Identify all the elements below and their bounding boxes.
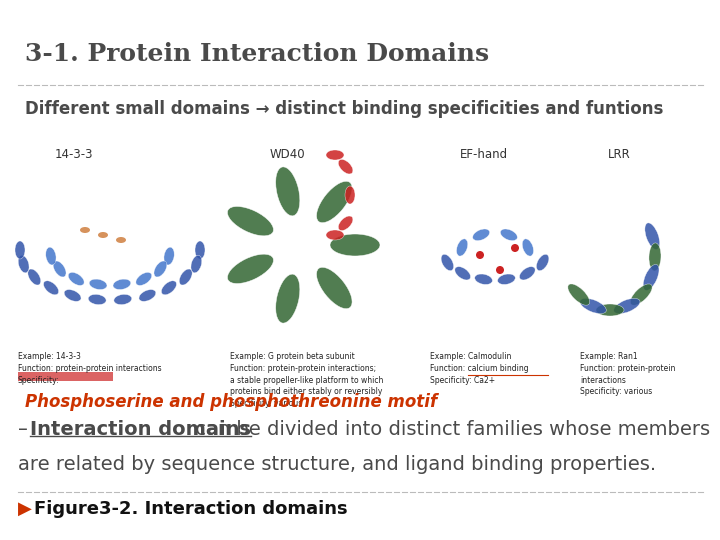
Ellipse shape [474,274,492,285]
Ellipse shape [498,274,516,285]
Text: Figure3-2. Interaction domains: Figure3-2. Interaction domains [34,500,348,518]
Ellipse shape [441,254,454,271]
Ellipse shape [631,284,652,305]
Ellipse shape [116,237,126,243]
Ellipse shape [164,247,174,265]
Ellipse shape [456,239,468,256]
Text: EF-hand: EF-hand [460,148,508,161]
Ellipse shape [113,279,131,289]
Ellipse shape [114,294,132,305]
Ellipse shape [326,150,344,160]
Ellipse shape [228,254,274,284]
Ellipse shape [139,289,156,301]
Text: Interaction domains: Interaction domains [30,420,251,439]
Bar [10,128,710,383]
Ellipse shape [53,261,66,277]
Text: 14-3-3: 14-3-3 [55,148,94,161]
Ellipse shape [64,289,81,301]
Text: LRR: LRR [608,148,631,161]
Text: Example: Ran1
Function: protein-protein
interactions
Specificity: various: Example: Ran1 Function: protein-protein … [580,352,675,396]
Ellipse shape [455,267,471,280]
Ellipse shape [613,298,640,314]
Ellipse shape [276,167,300,216]
Ellipse shape [345,186,355,204]
Ellipse shape [98,232,108,238]
Ellipse shape [15,241,25,259]
Ellipse shape [568,284,590,305]
Ellipse shape [18,255,29,273]
Ellipse shape [645,223,660,249]
Text: ▶: ▶ [18,500,32,518]
Text: Phosphoserine and phosphothreonine motif: Phosphoserine and phosphothreonine motif [25,393,437,411]
FancyBboxPatch shape [18,372,113,381]
Ellipse shape [179,269,192,285]
Ellipse shape [46,247,56,265]
Ellipse shape [43,281,58,295]
Ellipse shape [317,181,352,222]
Ellipse shape [338,159,353,174]
Text: Example: G protein beta subunit
Function: protein-protein interactions;
a stable: Example: G protein beta subunit Function… [230,352,383,408]
Ellipse shape [161,281,176,295]
Ellipse shape [519,267,535,280]
Ellipse shape [649,243,661,271]
Circle shape [511,244,519,252]
Text: –: – [18,420,34,439]
Ellipse shape [500,229,518,241]
Ellipse shape [643,265,659,291]
Ellipse shape [228,206,274,236]
Ellipse shape [89,279,107,289]
Ellipse shape [276,274,300,323]
Ellipse shape [580,298,606,314]
Ellipse shape [330,234,380,256]
Text: can be divided into distinct families whose members: can be divided into distinct families wh… [189,420,710,439]
Ellipse shape [326,230,344,240]
Ellipse shape [191,255,202,273]
Circle shape [496,266,504,274]
Ellipse shape [80,227,90,233]
Circle shape [476,251,484,259]
Ellipse shape [338,216,353,231]
Text: are related by sequence structure, and ligand binding properties.: are related by sequence structure, and l… [18,455,656,474]
Ellipse shape [68,272,84,286]
Text: Example: 14-3-3
Function: protein-protein interactions
Specificity:: Example: 14-3-3 Function: protein-protei… [18,352,161,384]
Text: 3-1. Protein Interaction Domains: 3-1. Protein Interaction Domains [25,42,489,66]
Ellipse shape [596,304,624,316]
Ellipse shape [536,254,549,271]
Text: Example: Calmodulin
Function: calcium binding
Specificity: Ca2+: Example: Calmodulin Function: calcium bi… [430,352,528,384]
Ellipse shape [28,269,41,285]
Ellipse shape [154,261,167,277]
Text: WD40: WD40 [270,148,305,161]
Ellipse shape [472,229,490,241]
Ellipse shape [136,272,152,286]
Ellipse shape [317,267,352,309]
Ellipse shape [522,239,534,256]
Ellipse shape [195,241,205,259]
Text: Different small domains → distinct binding specificities and funtions: Different small domains → distinct bindi… [25,100,663,118]
Ellipse shape [89,294,106,305]
